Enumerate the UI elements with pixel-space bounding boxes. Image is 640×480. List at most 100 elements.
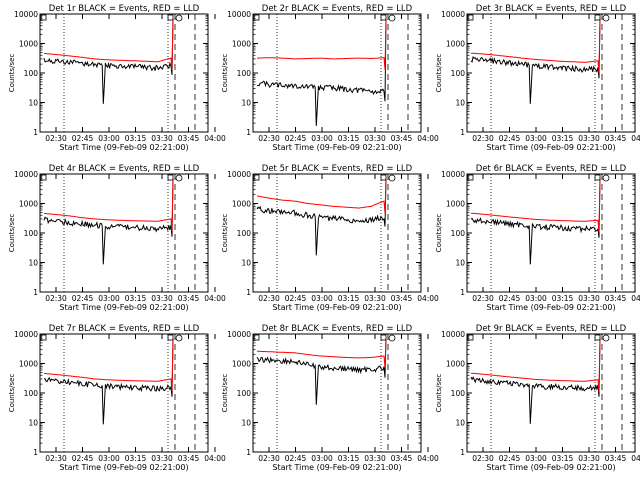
- x-axis-label: Start Time (09-Feb-09 02:21:00): [272, 143, 401, 152]
- events-series-line: [43, 337, 174, 425]
- y-tick-label: 10: [455, 419, 465, 428]
- corner-marker: [253, 174, 260, 181]
- x-tick-label: 03:15: [552, 294, 574, 303]
- lld-series-line: [470, 337, 601, 392]
- plot-frame: [39, 13, 209, 133]
- chart-title: Det 6r BLACK = Events, RED = LLD: [476, 164, 627, 174]
- lld-series-line: [43, 17, 174, 71]
- x-tick-label: 03:00: [525, 134, 547, 143]
- x-tick-label: 02:45: [72, 454, 94, 463]
- x-axis-label: Start Time (09-Feb-09 02:21:00): [59, 303, 188, 312]
- y-axis-label: Counts/sec: [8, 214, 16, 253]
- x-axis-label: Start Time (09-Feb-09 02:21:00): [272, 303, 401, 312]
- x-tick-label: 03:45: [605, 294, 627, 303]
- lld-series-line: [256, 177, 387, 214]
- end-marker: [388, 14, 396, 22]
- end-marker: [167, 334, 174, 341]
- y-axis-label: Counts/sec: [221, 374, 229, 413]
- x-tick-label: 03:30: [364, 134, 386, 143]
- x-tick-label: 03:45: [605, 134, 627, 143]
- y-axis-label: Counts/sec: [8, 374, 16, 413]
- y-tick-label: 10: [241, 99, 251, 108]
- x-tick-label: 03:15: [552, 454, 574, 463]
- corner-marker: [467, 14, 474, 21]
- y-tick-label: 100: [24, 389, 39, 398]
- x-tick-label: 03:30: [364, 454, 386, 463]
- end-marker: [175, 174, 183, 182]
- end-marker: [602, 14, 610, 22]
- y-tick-label: 1000: [446, 360, 465, 369]
- x-tick-label: 03:45: [605, 454, 627, 463]
- x-tick-label: 03:30: [364, 294, 386, 303]
- y-axis-label: Counts/sec: [8, 54, 16, 93]
- y-tick-label: 100: [237, 389, 252, 398]
- end-marker: [167, 14, 174, 21]
- x-tick-label: 04:00: [417, 454, 439, 463]
- y-axis-label: Counts/sec: [435, 374, 443, 413]
- x-axis-label: Start Time (09-Feb-09 02:21:00): [486, 463, 615, 472]
- x-tick-label: 03:30: [578, 134, 600, 143]
- y-tick-label: 10000: [441, 330, 465, 339]
- x-tick-label: 02:30: [45, 294, 67, 303]
- x-tick-label: 02:30: [258, 454, 280, 463]
- end-marker: [594, 334, 601, 341]
- x-tick-label: 03:00: [98, 454, 120, 463]
- y-tick-label: 1000: [19, 40, 38, 49]
- end-marker: [380, 14, 387, 21]
- x-tick-label: 03:45: [391, 134, 413, 143]
- events-series-line: [43, 177, 174, 265]
- x-tick-label: 03:15: [125, 134, 147, 143]
- x-tick-label: 02:30: [472, 454, 494, 463]
- x-tick-label: 03:00: [98, 134, 120, 143]
- y-tick-label: 10000: [14, 170, 38, 179]
- events-series-line: [470, 177, 601, 265]
- x-tick-label: 03:30: [151, 454, 173, 463]
- x-tick-label: 03:45: [391, 294, 413, 303]
- lld-series-line: [257, 337, 387, 369]
- y-tick-label: 1000: [232, 40, 251, 49]
- lld-series-line: [257, 17, 387, 70]
- end-marker: [388, 174, 396, 182]
- x-tick-label: 02:30: [258, 294, 280, 303]
- x-tick-label: 03:15: [338, 454, 360, 463]
- y-tick-label: 1: [246, 288, 251, 297]
- end-marker: [602, 334, 610, 342]
- end-marker: [594, 14, 601, 21]
- events-series-line: [256, 337, 387, 405]
- end-marker: [380, 174, 387, 181]
- x-tick-label: 04:00: [417, 294, 439, 303]
- y-tick-label: 1: [460, 448, 465, 457]
- corner-marker: [253, 14, 260, 21]
- y-axis-label: Counts/sec: [435, 54, 443, 93]
- plot-frame: [252, 173, 422, 293]
- plot-frame: [39, 333, 209, 453]
- x-tick-label: 03:15: [552, 134, 574, 143]
- x-tick-label: 02:45: [285, 454, 307, 463]
- y-tick-label: 1: [460, 128, 465, 137]
- chart-panel-6: Det 6r BLACK = Events, RED = LLD 1 10 100 10…: [435, 164, 640, 312]
- plot-frame: [466, 333, 636, 453]
- y-tick-label: 10000: [14, 330, 38, 339]
- y-tick-label: 10: [455, 99, 465, 108]
- corner-marker: [40, 334, 47, 341]
- chart-panel-2: Det 2r BLACK = Events, RED = LLD 1 10 100 10…: [221, 4, 439, 152]
- chart-panel-1: Det 1r BLACK = Events, RED = LLD 1 10 100 10…: [8, 4, 226, 152]
- end-marker: [594, 174, 601, 181]
- x-tick-label: 02:45: [499, 134, 521, 143]
- events-series-line: [256, 17, 387, 126]
- y-tick-label: 10: [28, 259, 38, 268]
- x-axis-label: Start Time (09-Feb-09 02:21:00): [486, 303, 615, 312]
- chart-panel-9: Det 9r BLACK = Events, RED = LLD 1 10 100 10…: [435, 324, 640, 472]
- lld-series-line: [43, 177, 174, 231]
- x-tick-label: 02:30: [472, 134, 494, 143]
- x-tick-label: 03:00: [525, 454, 547, 463]
- y-tick-label: 10: [28, 419, 38, 428]
- events-series-line: [43, 17, 174, 104]
- x-tick-label: 03:00: [311, 454, 333, 463]
- x-tick-label: 03:45: [178, 454, 200, 463]
- x-axis-label: Start Time (09-Feb-09 02:21:00): [59, 463, 188, 472]
- x-tick-label: 04:00: [417, 134, 439, 143]
- x-tick-label: 03:15: [125, 454, 147, 463]
- y-tick-label: 100: [237, 69, 252, 78]
- x-tick-label: 04:00: [204, 294, 226, 303]
